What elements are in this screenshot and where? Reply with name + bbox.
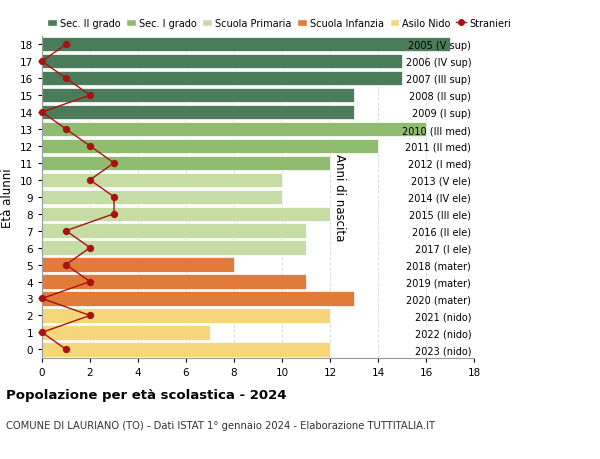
Point	[85, 92, 95, 100]
Bar	[42, 207, 330, 222]
Point	[109, 160, 119, 167]
Bar	[42, 173, 282, 188]
Bar	[42, 258, 234, 272]
Bar	[42, 224, 306, 238]
Bar	[42, 342, 330, 357]
Point	[85, 143, 95, 150]
Bar	[42, 241, 306, 255]
Point	[85, 312, 95, 319]
Point	[61, 261, 71, 269]
Bar	[42, 275, 306, 289]
Point	[37, 109, 47, 117]
Bar	[42, 140, 378, 154]
Bar	[42, 123, 426, 137]
Point	[61, 228, 71, 235]
Bar	[42, 55, 402, 69]
Bar	[42, 190, 282, 205]
Point	[109, 194, 119, 201]
Point	[61, 41, 71, 49]
Point	[37, 295, 47, 302]
Point	[61, 75, 71, 83]
Bar	[42, 38, 450, 52]
Point	[61, 126, 71, 134]
Bar	[42, 89, 354, 103]
Point	[109, 211, 119, 218]
Bar	[42, 308, 330, 323]
Bar	[42, 325, 210, 340]
Y-axis label: Età alunni: Età alunni	[1, 168, 14, 227]
Bar	[42, 291, 354, 306]
Text: COMUNE DI LAURIANO (TO) - Dati ISTAT 1° gennaio 2024 - Elaborazione TUTTITALIA.I: COMUNE DI LAURIANO (TO) - Dati ISTAT 1° …	[6, 420, 435, 430]
Point	[61, 346, 71, 353]
Bar	[42, 72, 402, 86]
Text: Popolazione per età scolastica - 2024: Popolazione per età scolastica - 2024	[6, 388, 287, 401]
Legend: Sec. II grado, Sec. I grado, Scuola Primaria, Scuola Infanzia, Asilo Nido, Stran: Sec. II grado, Sec. I grado, Scuola Prim…	[47, 19, 511, 28]
Point	[85, 177, 95, 184]
Point	[37, 58, 47, 66]
Point	[85, 245, 95, 252]
Y-axis label: Anni di nascita: Anni di nascita	[333, 154, 346, 241]
Point	[85, 278, 95, 285]
Bar	[42, 157, 330, 171]
Bar	[42, 106, 354, 120]
Point	[37, 329, 47, 336]
